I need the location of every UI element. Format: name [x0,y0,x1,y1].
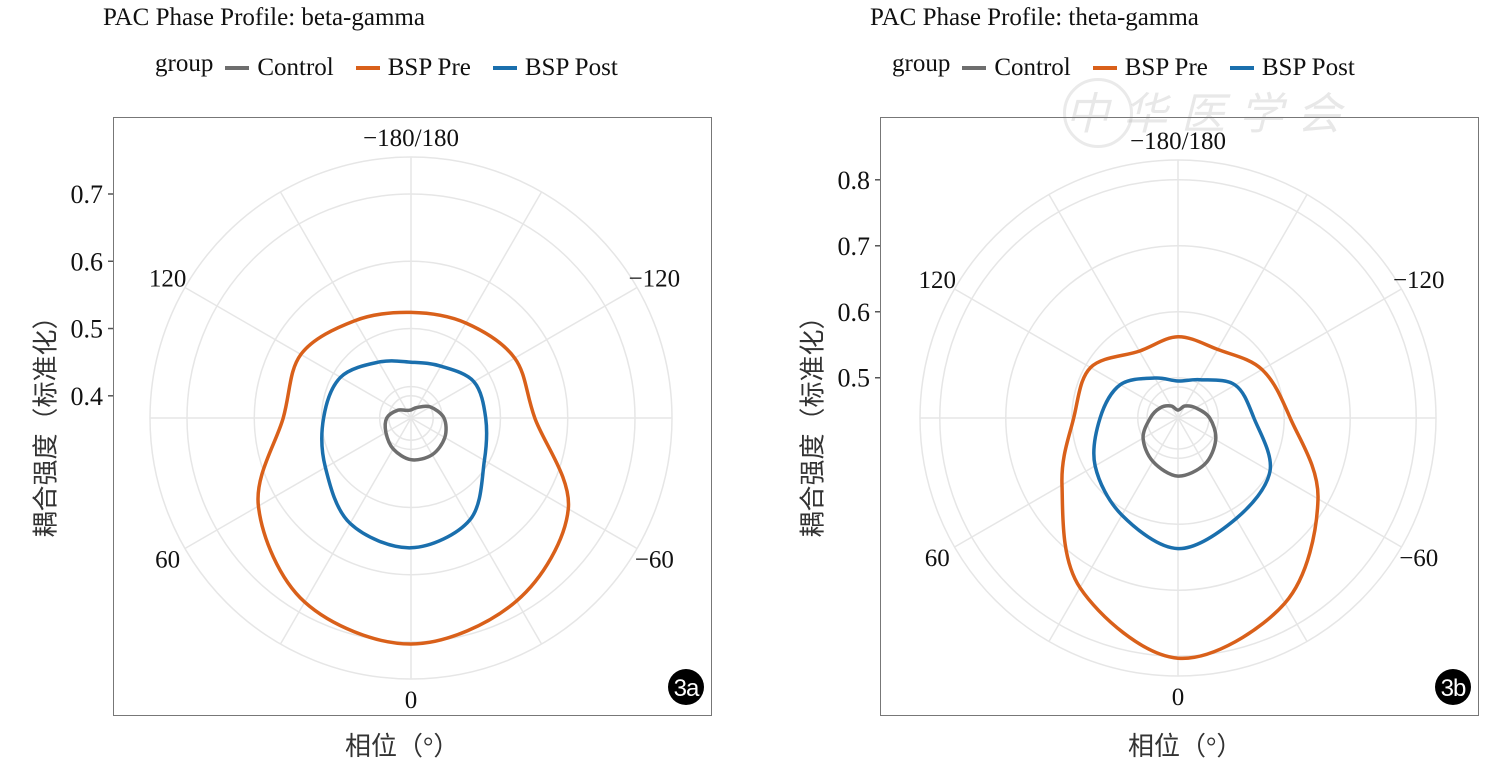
grid-spoke [410,417,543,645]
legend-label: BSP Pre [387,54,471,81]
x-axis-label-b: 相位（°） [1128,732,1243,761]
legend-item-bsp-post: BSP Post [492,54,618,82]
y-tick-label: 0.5 [838,364,871,393]
watermark-seal [1063,78,1133,148]
legend-item-bsp-pre: BSP Pre [355,54,471,82]
angle-tick-label: −180/180 [363,125,459,152]
legend-b: group Control BSP Pre BSP Post [892,50,1377,82]
y-tick-label: 0.6 [71,247,104,276]
grid-spoke [1177,194,1308,419]
legend-a: group Control BSP Pre BSP Post [155,50,640,82]
angle-tick-label: −120 [1393,267,1445,294]
legend-label: BSP Pre [1124,54,1208,81]
series-line-control [383,404,448,462]
y-tick-label: 0.5 [71,315,104,344]
series-line-bsp-post [320,359,489,550]
angle-tick-label: 120 [918,267,956,294]
legend-swatch [962,66,987,70]
angle-tick-label: 120 [149,266,187,293]
grid-spoke [279,191,412,419]
chart-title-b: PAC Phase Profile: theta-gamma [870,4,1199,31]
chart-title-a: PAC Phase Profile: beta-gamma [103,4,425,31]
legend-swatch [1092,66,1117,70]
legend-item-bsp-post: BSP Post [1229,54,1355,82]
grid-spoke [410,191,543,419]
angle-tick-label: −120 [629,266,681,293]
x-axis-label-a: 相位（°） [345,732,460,761]
grid-spoke [410,417,638,550]
series-line-bsp-pre [256,310,571,646]
panel-badge-label: 3a [674,675,700,702]
grid-spoke [1177,417,1402,548]
legend-swatch [1229,66,1254,70]
grid-spoke [954,288,1179,419]
grid-spoke [184,286,412,419]
series-line-bsp-post [1092,376,1273,551]
grid-spoke [410,286,638,419]
grid-spoke [1048,194,1179,419]
legend-swatch [355,66,380,70]
angle-tick-label: −60 [635,547,674,574]
y-tick-label: 0.8 [838,166,871,195]
legend-title: group [155,50,214,77]
watermark-text: 中华医学会 [1065,90,1355,139]
legend-swatch [492,66,517,70]
y-tick-label: 0.6 [838,298,871,327]
grid-spoke [1177,288,1402,419]
y-tick-label: 0.4 [71,382,104,411]
angle-tick-label: 60 [925,545,950,572]
legend-label: BSP Post [524,54,618,81]
grid-spoke [184,417,412,550]
plot-frame-b [880,117,1479,716]
legend-title: group [892,50,951,77]
legend-label: BSP Post [1261,54,1355,81]
legend-label: Control [257,54,334,81]
legend-label: Control [994,54,1071,81]
grid-spoke [1048,417,1179,642]
grid-spoke [1177,417,1308,642]
y-tick-label: 0.7 [838,232,871,261]
series-line-control [1141,404,1218,478]
angle-tick-label: 0 [405,687,418,714]
legend-item-bsp-pre: BSP Pre [1092,54,1208,82]
plot-frame-a [113,117,712,716]
grid-spoke [279,417,412,645]
legend-item-control: Control [225,54,334,82]
angle-tick-label: −60 [1399,545,1438,572]
legend-item-control: Control [962,54,1071,82]
panel-badge [1435,669,1471,705]
angle-tick-label: −180/180 [1130,128,1226,155]
series-line-bsp-pre [1060,335,1320,660]
angle-tick-label: 0 [1172,684,1185,711]
grid-spoke [954,417,1179,548]
panel-badge-label: 3b [1441,675,1466,702]
panel-badge [668,669,704,705]
y-tick-label: 0.7 [71,180,104,209]
legend-swatch [225,66,250,70]
angle-tick-label: 60 [155,547,180,574]
